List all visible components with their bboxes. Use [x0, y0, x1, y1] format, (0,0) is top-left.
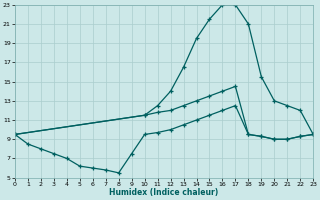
- X-axis label: Humidex (Indice chaleur): Humidex (Indice chaleur): [109, 188, 219, 197]
